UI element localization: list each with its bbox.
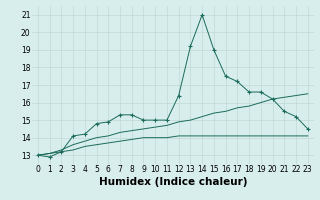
X-axis label: Humidex (Indice chaleur): Humidex (Indice chaleur) <box>99 177 247 187</box>
